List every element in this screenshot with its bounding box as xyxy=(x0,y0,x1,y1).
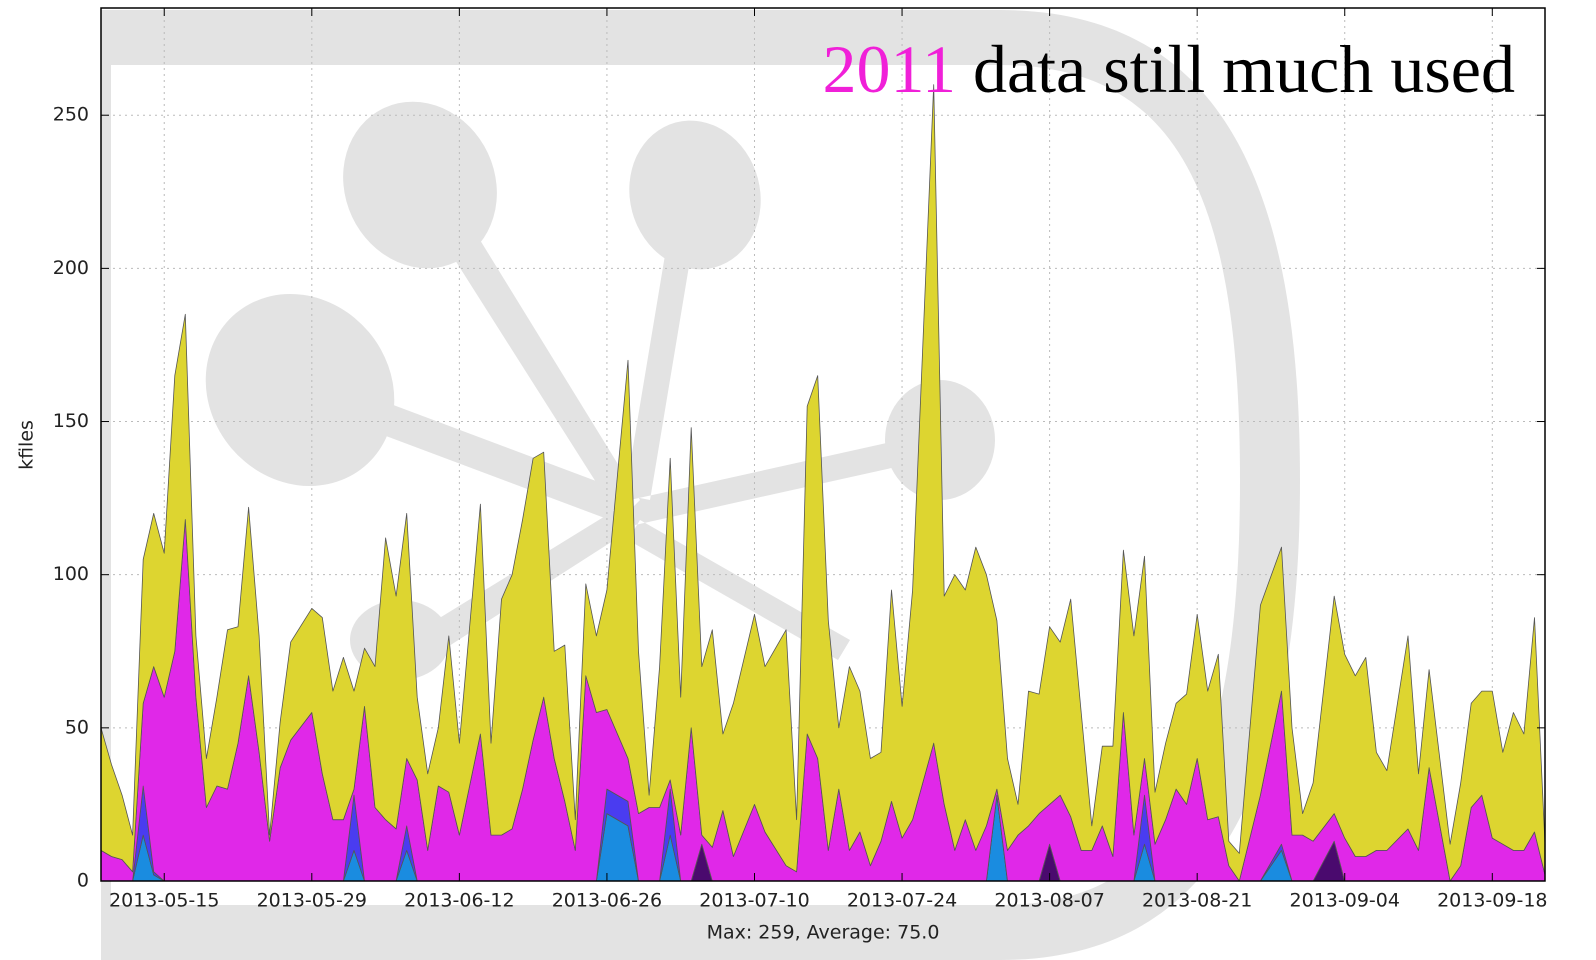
chart: 0 50 100 150 200 250 2013-05-15 2013-05-29 2013-… xyxy=(0,0,1596,960)
y-tick-label: 250 xyxy=(53,104,89,126)
annotation: 2011 data still much used xyxy=(823,31,1516,107)
x-tick-label: 2013-06-26 xyxy=(552,890,662,912)
y-tick-label: 0 xyxy=(77,870,89,892)
y-tick-label: 50 xyxy=(65,716,89,738)
x-tick-label: 2013-07-24 xyxy=(847,890,957,912)
x-tick-label: 2013-09-04 xyxy=(1290,890,1400,912)
annotation-text: data still much used xyxy=(973,31,1515,107)
y-tick-label: 100 xyxy=(53,563,89,585)
y-axis-label: kfiles xyxy=(16,420,38,470)
x-axis-label: Max: 259, Average: 75.0 xyxy=(707,922,940,944)
x-tick-label: 2013-08-21 xyxy=(1142,890,1252,912)
page: {"chart_data": {"type": "area", "stacked… xyxy=(0,0,1596,960)
y-tick-label: 150 xyxy=(53,410,89,432)
x-tick-label: 2013-08-07 xyxy=(994,890,1104,912)
x-tick-label: 2013-06-12 xyxy=(404,890,514,912)
annotation-highlight: 2011 xyxy=(823,31,956,107)
x-tick-label: 2013-07-10 xyxy=(699,890,809,912)
x-tick-label: 2013-09-18 xyxy=(1437,890,1547,912)
x-tick-label: 2013-05-29 xyxy=(257,890,367,912)
y-tick-label: 200 xyxy=(53,257,89,279)
x-tick-label: 2013-05-15 xyxy=(109,890,219,912)
